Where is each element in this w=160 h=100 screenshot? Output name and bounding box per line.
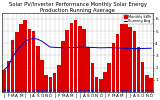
Bar (2, 70, 6, 92)
Bar (99, 79, 103, 92)
Legend: Monthly kWh, Running Avg: Monthly kWh, Running Avg (123, 14, 152, 24)
Bar (40, 60, 44, 92)
Bar (11, 40, 14, 92)
Bar (128, 28, 132, 92)
Bar (137, 47, 140, 92)
Bar (61, 41, 65, 92)
Bar (65, 30, 69, 92)
Bar (149, 78, 153, 92)
Bar (145, 75, 149, 92)
Bar (49, 77, 52, 92)
Bar (36, 46, 40, 92)
Bar (82, 29, 86, 92)
Bar (120, 24, 124, 92)
Bar (15, 32, 19, 92)
Bar (141, 62, 144, 92)
Bar (91, 63, 94, 92)
Bar (32, 31, 35, 92)
Bar (86, 48, 90, 92)
Bar (23, 20, 27, 92)
Bar (53, 73, 56, 92)
Bar (107, 63, 111, 92)
Bar (19, 24, 23, 92)
Bar (28, 29, 31, 92)
Bar (7, 62, 10, 92)
Bar (95, 77, 98, 92)
Bar (124, 22, 128, 92)
Bar (132, 31, 136, 92)
Title: Solar PV/Inverter Performance Monthly Solar Energy Production Running Average: Solar PV/Inverter Performance Monthly So… (9, 2, 147, 13)
Bar (78, 26, 82, 92)
Bar (103, 72, 107, 92)
Bar (74, 20, 77, 92)
Bar (116, 34, 119, 92)
Bar (44, 75, 48, 92)
Bar (70, 23, 73, 92)
Bar (57, 64, 60, 92)
Bar (112, 43, 115, 92)
